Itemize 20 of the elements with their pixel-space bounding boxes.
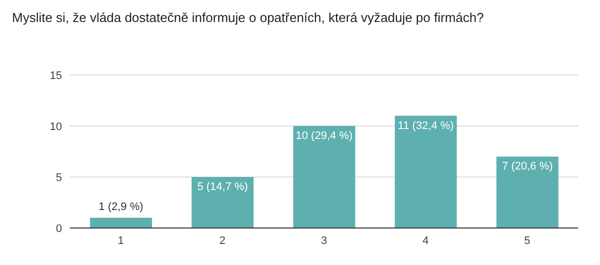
y-tick-label: 0	[56, 222, 62, 235]
bar	[496, 156, 558, 228]
bar	[394, 116, 457, 228]
chart-title: Myslite si, že vláda dostatečně informuje o opatřeních, která vyžaduje po firmách?	[12, 10, 484, 25]
y-tick-label: 5	[56, 172, 62, 184]
data-label: 11 (32,4 %)	[398, 120, 454, 132]
y-tick-label: 10	[50, 120, 62, 133]
data-label: 7 (20,6 %)	[502, 160, 553, 173]
y-tick-label: 15	[50, 70, 62, 82]
x-tick-label: 4	[422, 234, 429, 247]
x-tick-label: 2	[219, 234, 226, 247]
bar	[192, 177, 254, 228]
bar	[90, 218, 152, 228]
data-label: 1 (2,9 %)	[98, 200, 144, 213]
x-tick-label: 5	[524, 234, 530, 247]
x-tick-label: 1	[118, 234, 124, 247]
bar	[293, 126, 356, 228]
data-label: 5 (14,7 %)	[197, 181, 248, 193]
x-tick-label: 3	[320, 234, 328, 247]
data-label: 10 (29,4 %)	[296, 130, 353, 142]
